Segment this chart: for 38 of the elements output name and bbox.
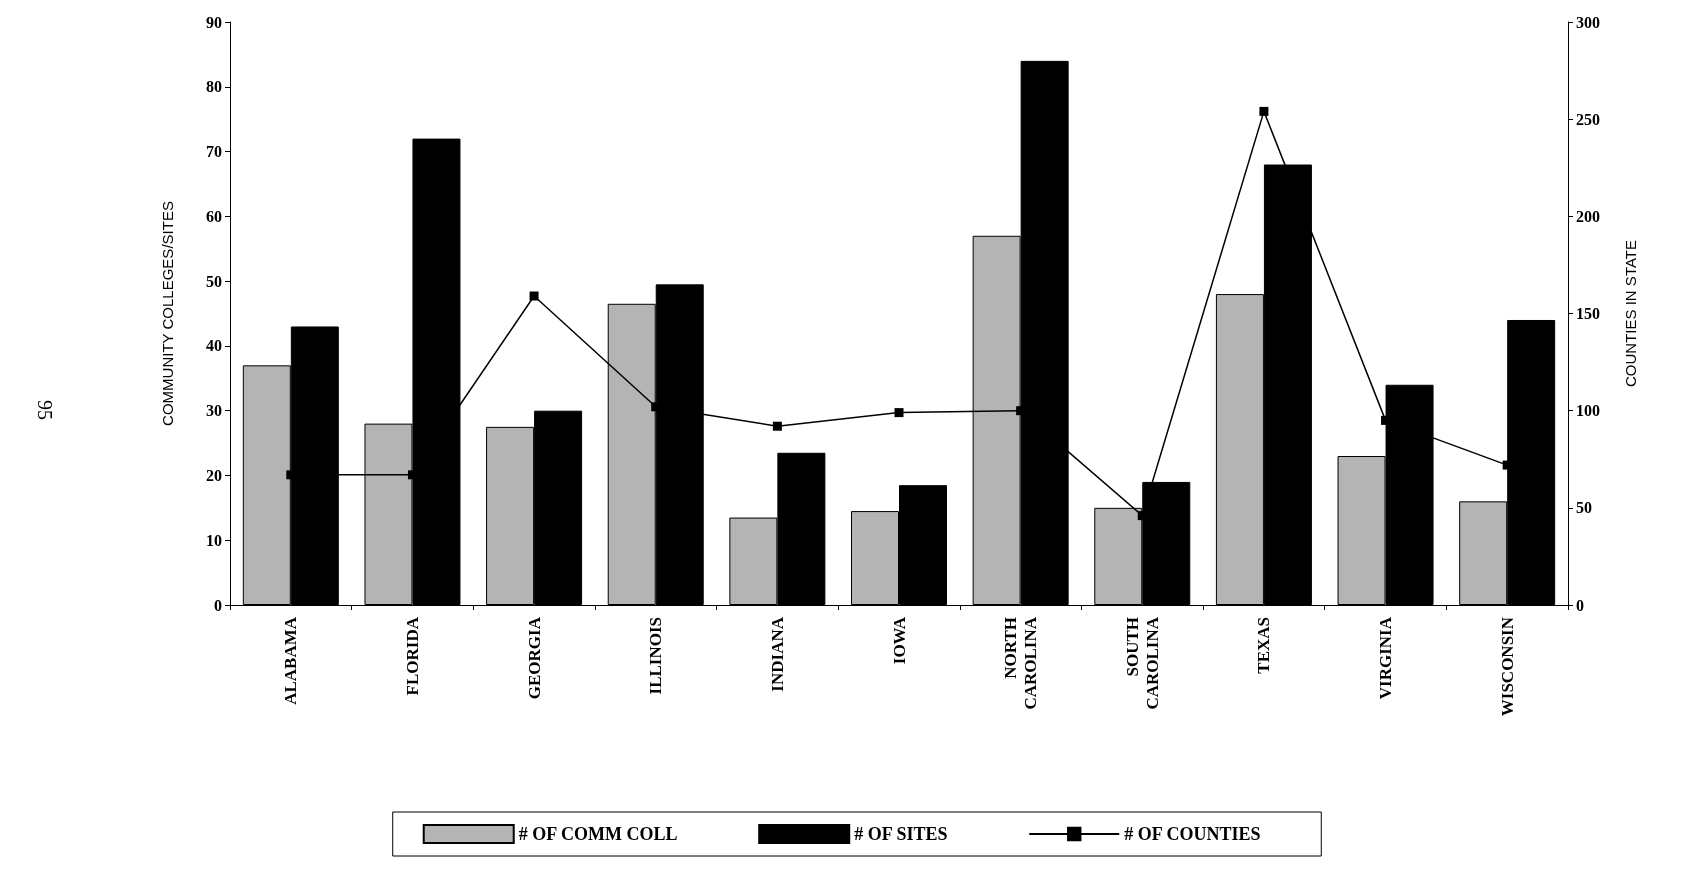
y-tick-label: 0 — [214, 596, 222, 614]
y2-tick-label: 300 — [1576, 13, 1600, 31]
y-axis-title: COMMUNITY COLLEGES/SITES — [159, 201, 176, 426]
point — [772, 421, 782, 431]
y-tick-label: 50 — [206, 272, 222, 290]
y-tick-label: 40 — [206, 337, 222, 355]
y-tick-label: 70 — [206, 143, 222, 161]
y-tick-label: 80 — [206, 78, 222, 96]
legend-label: # OF COMM COLL — [518, 824, 678, 844]
x-tick-label: FLORIDA — [402, 616, 422, 696]
point — [1259, 106, 1269, 116]
y2-tick-label: 250 — [1576, 110, 1600, 128]
x-tick-label: IOWA — [889, 616, 909, 665]
y2-axis-title: COUNTIES IN STATE — [1622, 240, 1639, 387]
legend-label: # OF COUNTIES — [1124, 824, 1261, 844]
y-tick-label: 90 — [206, 13, 222, 31]
x-tick-label: NORTH CAROLINA — [1001, 616, 1041, 710]
y-tick-label: 10 — [206, 531, 222, 549]
y2-tick-label: 100 — [1576, 402, 1600, 420]
legend-label: # OF SITES — [854, 824, 948, 844]
x-tick-label: WISCONSIN — [1497, 616, 1517, 717]
y2-tick-label: 0 — [1576, 596, 1584, 614]
x-tick-label: TEXAS — [1254, 617, 1274, 674]
text: 95 — [34, 400, 56, 420]
x-tick-label: GEORGIA — [524, 616, 544, 700]
x-tick-label: INDIANA — [767, 616, 787, 692]
y-tick-label: 20 — [206, 466, 222, 484]
y2-tick-label: 50 — [1576, 499, 1592, 517]
x-tick-label: SOUTH CAROLINA — [1122, 616, 1162, 710]
point — [529, 291, 539, 301]
y-tick-label: 30 — [206, 402, 222, 420]
x-tick-label: ILLINOIS — [646, 617, 666, 695]
x-tick-label: ALABAMA — [281, 616, 301, 705]
y2-tick-label: 200 — [1576, 207, 1600, 225]
x-tick-label: VIRGINIA — [1376, 616, 1396, 700]
y-tick-label: 60 — [206, 207, 222, 225]
point — [894, 408, 904, 418]
y2-tick-label: 150 — [1576, 305, 1600, 322]
